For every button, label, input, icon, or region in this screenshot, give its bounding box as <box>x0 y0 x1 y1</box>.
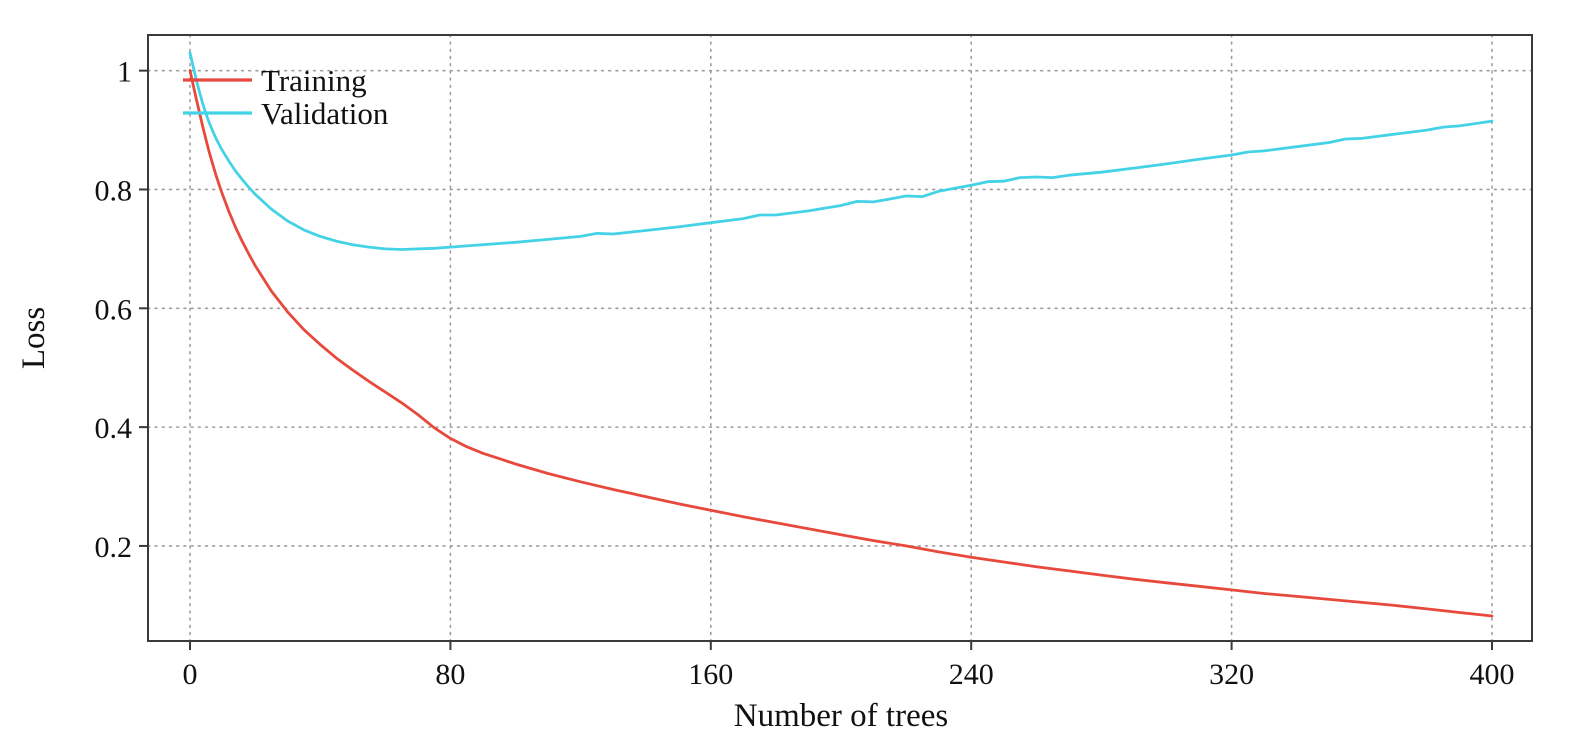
series-line-validation <box>188 51 1494 251</box>
legend-label-training: Training <box>261 63 367 98</box>
y-tick-label: 0.4 <box>95 412 133 445</box>
tick-layer: 0 80 160 240 320 400 0.2 0.4 0.6 0.8 1 <box>95 56 1515 691</box>
y-axis-label: Loss <box>16 307 52 369</box>
y-tick-label: 0.2 <box>95 531 133 564</box>
grid-layer <box>147 34 1533 642</box>
x-tick-label: 400 <box>1470 658 1515 691</box>
y-tick-label: 0.8 <box>95 174 133 207</box>
plot-frame <box>147 34 1533 642</box>
x-tick-label: 80 <box>435 658 465 691</box>
legend: Training Validation <box>183 63 389 131</box>
legend-item-training: Training <box>183 63 367 98</box>
x-tick-label: 160 <box>688 658 733 691</box>
x-tick-label: 320 <box>1209 658 1254 691</box>
series-line-training <box>188 69 1494 618</box>
y-tick-label: 0.6 <box>95 293 133 326</box>
y-tick-label: 1 <box>117 56 132 89</box>
x-tick-label: 0 <box>183 658 198 691</box>
legend-label-validation: Validation <box>261 96 389 131</box>
x-axis-label: Number of trees <box>734 698 948 734</box>
legend-item-validation: Validation <box>183 96 389 131</box>
x-tick-label: 240 <box>949 658 994 691</box>
series-layer <box>188 51 1494 618</box>
